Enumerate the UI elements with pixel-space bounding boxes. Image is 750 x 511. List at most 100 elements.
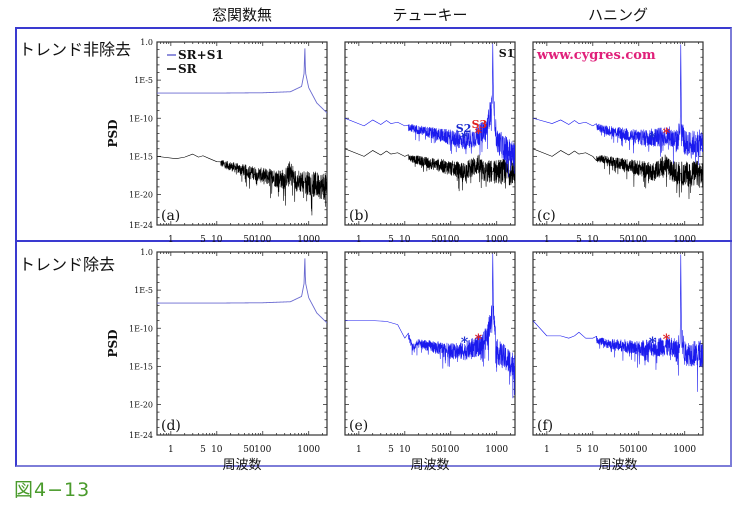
- plot-area: [156, 251, 328, 436]
- x-tick-label: 1: [356, 235, 362, 245]
- x-tick-label: 5: [388, 445, 394, 455]
- x-tick-label: 1000: [673, 445, 696, 455]
- series-sr-s1: [345, 43, 515, 177]
- series-sr: [157, 153, 327, 216]
- panel-c: 1 5 10 50 100 1000 (c) * * www.cygres.com: [532, 41, 704, 245]
- annotation-star: *: [475, 332, 483, 348]
- panel-label: (d): [161, 418, 181, 434]
- x-tick-label: 1000: [297, 235, 320, 245]
- annotation-star: *: [475, 126, 483, 142]
- x-tick-label: 1000: [485, 445, 508, 455]
- x-tick-label: 50: [619, 445, 631, 455]
- series-sr-s1: [533, 254, 703, 392]
- y-axis-label: PSD: [106, 119, 120, 147]
- x-axis-label: 周波数: [598, 458, 637, 473]
- x-tick-label: 5: [576, 445, 582, 455]
- axis-ticks: [532, 251, 703, 436]
- axis-ticks: [156, 41, 327, 226]
- x-tick-label: 5: [388, 235, 394, 245]
- panel-a: 1 5 10 50 100 1000 1.0 1E-5 1E-10 1E-15 1E-20 1E-24…: [106, 38, 328, 245]
- x-tick-label: 10: [399, 445, 411, 455]
- annotation-star: *: [461, 130, 469, 146]
- x-tick-label: 1: [168, 235, 174, 245]
- series-group: [157, 48, 327, 216]
- x-tick-label: 50: [619, 235, 631, 245]
- row-label-trend-not-removed: トレンド非除去: [19, 40, 132, 59]
- x-axis-label: 周波数: [222, 458, 261, 473]
- x-tick-label: 1000: [297, 445, 320, 455]
- annotation-s1: S1: [499, 47, 515, 60]
- series-sr-s1: [157, 258, 327, 324]
- row-label-trend-removed: トレンド除去: [19, 255, 116, 274]
- y-tick-label: 1E-10: [129, 324, 153, 333]
- series-sr-s1: [157, 48, 327, 114]
- series-sr: [345, 148, 515, 192]
- y-tick-label: 1.0: [140, 248, 153, 257]
- y-tick-label: 1E-15: [129, 362, 153, 371]
- x-axis-label: 周波数: [410, 458, 449, 473]
- x-tick-label: 1: [544, 445, 550, 455]
- legend-entry: SR+S1: [178, 48, 224, 62]
- x-tick-label: 100: [442, 235, 459, 245]
- x-tick-label: 5: [576, 235, 582, 245]
- panel-b: 1 5 10 50 100 1000 (b) S1 *S2 *S3: [344, 41, 516, 245]
- panel-label: (a): [161, 208, 180, 224]
- x-tick-label: 100: [442, 445, 459, 455]
- series-group: [157, 258, 327, 324]
- series-sr: [533, 148, 703, 200]
- annotation-star: *: [649, 130, 657, 146]
- x-tick-label: 100: [254, 235, 271, 245]
- legend-entry: SR: [178, 62, 198, 76]
- figure-frame: [15, 27, 732, 467]
- panel-label: (f): [537, 418, 553, 434]
- annotation-star: *: [461, 335, 469, 351]
- column-title-hanning: ハニング: [587, 6, 648, 24]
- x-tick-label: 1000: [673, 235, 696, 245]
- series-group: [345, 43, 515, 192]
- y-tick-label: 1E-5: [134, 76, 153, 85]
- x-tick-label: 50: [243, 235, 255, 245]
- row-divider: [15, 240, 732, 242]
- y-tick-label: 1E-10: [129, 114, 153, 123]
- series-group: [533, 44, 703, 200]
- x-tick-label: 100: [630, 235, 647, 245]
- x-tick-label: 10: [587, 235, 599, 245]
- annotation-star: *: [649, 335, 657, 351]
- x-tick-label: 100: [630, 445, 647, 455]
- x-tick-label: 1000: [485, 235, 508, 245]
- x-tick-label: 5: [200, 235, 206, 245]
- panel-f: 1 5 10 50 100 1000 周波数 (f) * *: [532, 251, 704, 473]
- series-sr-s1: [533, 44, 703, 166]
- series-sr-s1: [345, 253, 515, 399]
- series-group: [345, 253, 515, 399]
- y-tick-label: 1E-5: [134, 286, 153, 295]
- x-tick-label: 10: [399, 235, 411, 245]
- y-tick-label: 1.0: [140, 38, 153, 47]
- y-tick-label: 1E-20: [129, 191, 153, 200]
- column-title-tukey: テューキー: [392, 6, 468, 24]
- panel-e: 1 5 10 50 100 1000 周波数 (e) * *: [344, 251, 516, 473]
- y-axis-label: PSD: [106, 329, 120, 357]
- x-tick-label: 10: [587, 445, 599, 455]
- annotation-star: *: [663, 126, 671, 142]
- watermark: www.cygres.com: [536, 48, 656, 63]
- panel-label: (b): [349, 208, 369, 224]
- x-tick-label: 50: [243, 445, 255, 455]
- x-tick-label: 1: [356, 445, 362, 455]
- y-tick-label: 1E-15: [129, 152, 153, 161]
- panel-label: (e): [349, 418, 368, 434]
- annotation-s3: S3: [472, 118, 488, 131]
- x-tick-label: 1: [544, 235, 550, 245]
- figure-caption: 図4−13: [14, 479, 91, 501]
- annotation-s2: S2: [456, 122, 472, 135]
- panel-d: 1 5 10 50 100 1000 1.0 1E-5 1E-10 1E-15 1E-20 1E-24…: [106, 248, 328, 473]
- x-tick-label: 10: [211, 235, 223, 245]
- axis-ticks: [344, 41, 515, 226]
- axis-ticks: [156, 251, 327, 436]
- x-tick-label: 1: [168, 445, 174, 455]
- y-tick-label: 1E-20: [129, 401, 153, 410]
- x-tick-label: 50: [431, 235, 443, 245]
- x-tick-label: 5: [200, 445, 206, 455]
